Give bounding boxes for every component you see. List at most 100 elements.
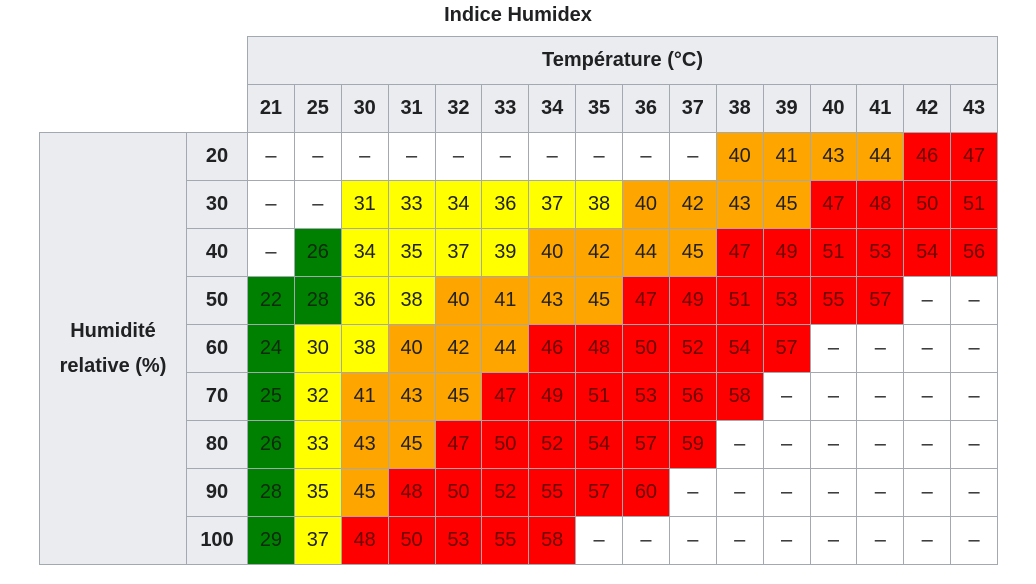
column-header: 39 [762, 84, 811, 133]
table-cell: 58 [715, 372, 764, 421]
table-cell: 47 [622, 276, 670, 325]
table-cell: 40 [622, 180, 670, 229]
table-cell: 38 [340, 324, 389, 373]
table-cell: 25 [247, 372, 295, 421]
table-cell: 51 [715, 276, 764, 325]
table-cell: 35 [387, 228, 436, 277]
table-cell: 47 [434, 420, 483, 469]
table-cell: 44 [481, 324, 530, 373]
table-cell: – [950, 372, 998, 421]
table-cell: – [903, 468, 952, 517]
table-cell: 44 [622, 228, 670, 277]
table-cell: 38 [387, 276, 436, 325]
table-cell: 41 [762, 132, 811, 181]
table-cell: 57 [856, 276, 905, 325]
table-cell: 55 [809, 276, 858, 325]
table-cell: 45 [575, 276, 623, 325]
table-cell: 24 [247, 324, 295, 373]
table-cell: – [762, 420, 811, 469]
table-cell: – [247, 228, 295, 277]
table-cell: 56 [950, 228, 998, 277]
column-header: 30 [340, 84, 389, 133]
table-cell: 42 [434, 324, 483, 373]
table-cell: 34 [340, 228, 389, 277]
table-cell: 45 [387, 420, 436, 469]
table-cell: 28 [293, 276, 342, 325]
column-header: 33 [481, 84, 530, 133]
table-cell: – [762, 516, 811, 565]
table-cell: – [340, 132, 389, 181]
table-cell: – [247, 132, 295, 181]
table-cell: 33 [293, 420, 342, 469]
table-cell: – [622, 516, 670, 565]
table-cell: 53 [856, 228, 905, 277]
table-cell: 46 [903, 132, 952, 181]
row-group-header: Humidité relative (%) [39, 132, 187, 565]
column-header: 38 [715, 84, 764, 133]
column-header: 25 [293, 84, 342, 133]
table-cell: – [950, 324, 998, 373]
table-cell: – [856, 372, 905, 421]
table-cell: 57 [762, 324, 811, 373]
column-group-header: Température (°C) [247, 36, 998, 85]
table-cell: 57 [575, 468, 623, 517]
table-cell: 22 [247, 276, 295, 325]
table-cell: 53 [762, 276, 811, 325]
table-cell: 40 [434, 276, 483, 325]
table-cell: – [387, 132, 436, 181]
table-cell: 34 [434, 180, 483, 229]
table-cell: 45 [434, 372, 483, 421]
table-cell: 48 [575, 324, 623, 373]
row-header: 90 [186, 468, 248, 517]
table-cell: 35 [293, 468, 342, 517]
table-cell: 54 [575, 420, 623, 469]
table-cell: 58 [528, 516, 577, 565]
table-cell: 41 [340, 372, 389, 421]
table-cell: 26 [293, 228, 342, 277]
table-cell: – [293, 180, 342, 229]
table-cell: – [715, 468, 764, 517]
table-cell: – [809, 324, 858, 373]
row-header: 50 [186, 276, 248, 325]
table-cell: 49 [762, 228, 811, 277]
table-cell: 60 [622, 468, 670, 517]
table-cell: 43 [387, 372, 436, 421]
table-cell: 49 [528, 372, 577, 421]
table-cell: 54 [715, 324, 764, 373]
table-cell: – [668, 468, 717, 517]
column-header: 35 [575, 84, 623, 133]
table-cell: 33 [387, 180, 436, 229]
column-header: 32 [434, 84, 483, 133]
table-cell: 43 [528, 276, 577, 325]
table-cell: 44 [856, 132, 905, 181]
table-cell: 32 [293, 372, 342, 421]
table-cell: – [856, 516, 905, 565]
table-cell: 31 [340, 180, 389, 229]
table-cell: 54 [903, 228, 952, 277]
table-cell: – [950, 516, 998, 565]
table-cell: – [903, 324, 952, 373]
table-cell: 39 [481, 228, 530, 277]
column-header: 34 [528, 84, 577, 133]
table-cell: 56 [668, 372, 717, 421]
table-cell: 51 [575, 372, 623, 421]
row-header: 60 [186, 324, 248, 373]
table-cell: – [293, 132, 342, 181]
table-cell: – [481, 132, 530, 181]
table-cell: 37 [434, 228, 483, 277]
table-cell: 53 [434, 516, 483, 565]
table-cell: 55 [528, 468, 577, 517]
table-cell: – [903, 276, 952, 325]
table-cell: 47 [809, 180, 858, 229]
row-header: 80 [186, 420, 248, 469]
table-cell: – [950, 420, 998, 469]
table-cell: 48 [856, 180, 905, 229]
table-cell: 38 [575, 180, 623, 229]
table-cell: 50 [434, 468, 483, 517]
table-cell: 43 [340, 420, 389, 469]
table-cell: – [715, 420, 764, 469]
table-cell: 52 [481, 468, 530, 517]
table-cell: 51 [950, 180, 998, 229]
table-cell: 42 [668, 180, 717, 229]
